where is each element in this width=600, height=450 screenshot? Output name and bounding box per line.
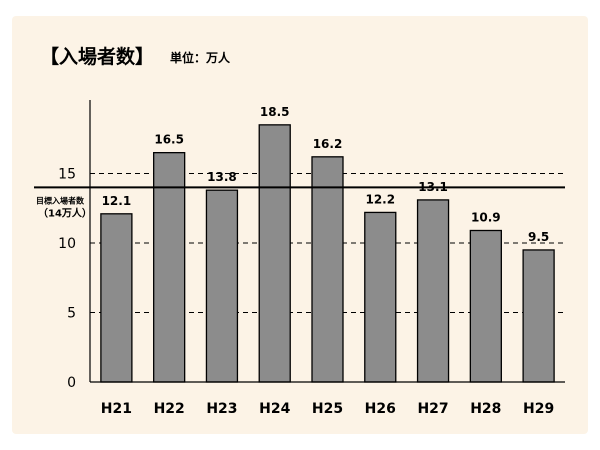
- y-tick-labels: 0 5 10 15: [58, 167, 76, 392]
- data-label: 10.9: [471, 210, 501, 224]
- bar: [153, 151, 186, 383]
- data-label: 9.5: [528, 230, 549, 244]
- y-tick-label: 5: [67, 306, 76, 322]
- bar: [205, 189, 239, 383]
- data-label: 18.5: [260, 105, 290, 119]
- x-tick-label: H24: [259, 401, 290, 417]
- bar: [364, 211, 397, 383]
- x-tick-label: H29: [523, 401, 554, 417]
- x-tick-label: H22: [154, 401, 185, 417]
- x-tick-label: H25: [312, 401, 343, 417]
- bars: [100, 124, 555, 383]
- x-tick-label: H28: [470, 401, 501, 417]
- axes: [89, 100, 565, 383]
- bar: [311, 156, 344, 383]
- y-tick-label: 10: [58, 236, 76, 252]
- x-tick-label: H27: [417, 401, 448, 417]
- data-label: 12.1: [102, 194, 132, 208]
- chart-title: 【入場者数】: [40, 45, 154, 68]
- bar: [258, 124, 291, 383]
- x-tick-label: H21: [101, 401, 132, 417]
- bar: [416, 199, 450, 383]
- data-label: 13.8: [207, 170, 237, 184]
- y-tick-label: 0: [67, 375, 76, 391]
- bar: [522, 249, 555, 383]
- unit-label: 単位：万人: [170, 50, 231, 65]
- target-label-line2: （14万人）: [38, 206, 92, 219]
- data-label: 12.2: [365, 192, 395, 206]
- x-tick-label: H23: [206, 401, 237, 417]
- bar: [469, 229, 502, 383]
- target-line-group: 目標入場者数 （14万人）: [34, 186, 565, 219]
- data-label: 16.2: [313, 137, 343, 151]
- data-label: 16.5: [154, 133, 184, 147]
- x-tick-label: H26: [365, 401, 396, 417]
- target-label-line1: 目標入場者数: [36, 195, 85, 205]
- x-tick-labels: H21 H22 H23 H24 H25 H26 H27 H28 H29: [101, 401, 554, 417]
- bar: [100, 213, 133, 383]
- y-tick-label: 15: [58, 167, 76, 183]
